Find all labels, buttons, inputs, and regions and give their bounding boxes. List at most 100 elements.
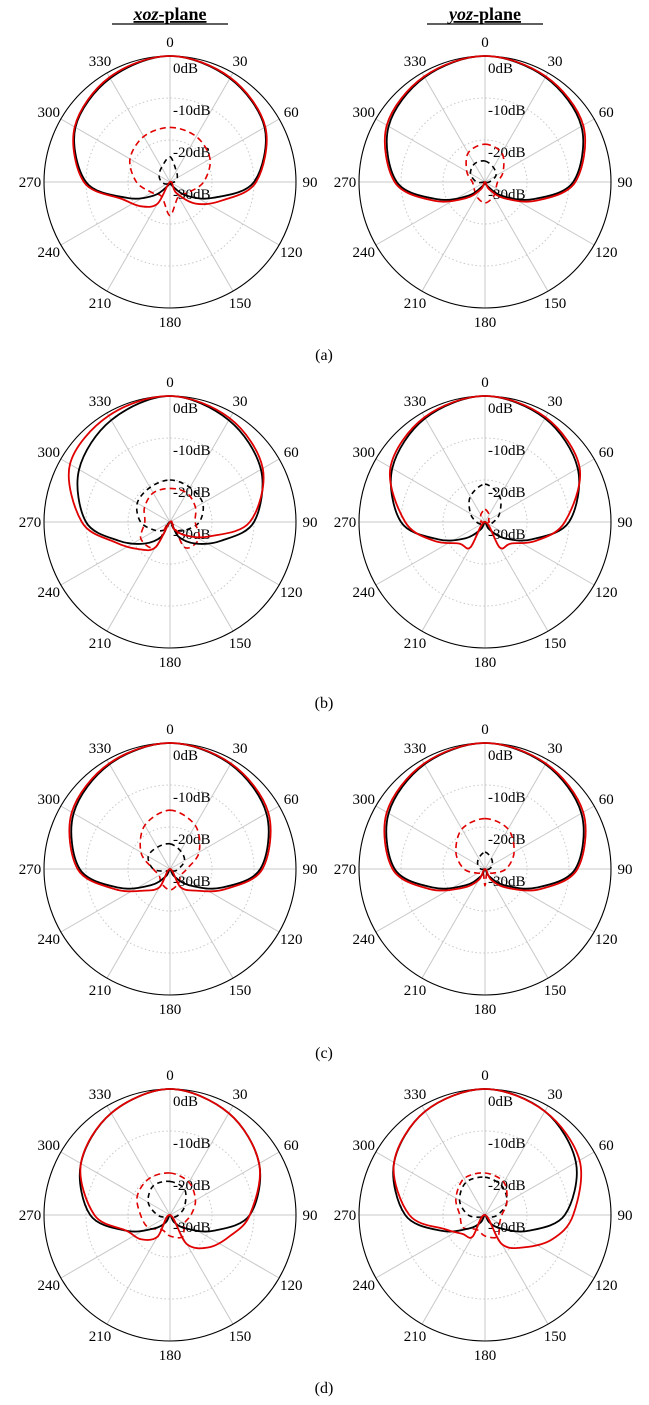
grid-spoke <box>484 521 595 586</box>
series-red-solid <box>383 742 587 892</box>
angle-tick-label: 0 <box>481 722 489 738</box>
grid-spoke <box>375 1151 486 1216</box>
grid-spoke <box>169 118 280 183</box>
grid-spoke <box>106 412 171 523</box>
ring-db-label: -20dB <box>173 1178 211 1194</box>
angle-tick-label: 240 <box>353 1278 376 1294</box>
ring-db-label: -10dB <box>173 1136 211 1152</box>
series-black-dashed <box>469 160 497 184</box>
angle-tick-label: 120 <box>280 1278 303 1294</box>
grid-spoke <box>484 868 549 979</box>
ring-db-label: -10dB <box>488 103 526 119</box>
angle-tick-label: 120 <box>280 585 303 601</box>
angle-tick-label: 120 <box>595 1278 618 1294</box>
angle-tick-label: 120 <box>280 245 303 261</box>
grid-spoke <box>375 458 486 523</box>
angle-tick-label: 330 <box>404 54 427 70</box>
angle-tick-label: 60 <box>284 445 299 461</box>
angle-tick-label: 0 <box>481 1068 489 1084</box>
angle-tick-label: 330 <box>89 741 112 757</box>
ring-db-label: -10dB <box>488 443 526 459</box>
grid-spoke <box>169 868 280 933</box>
angle-tick-label: 330 <box>404 1087 427 1103</box>
angle-tick-label: 330 <box>89 394 112 410</box>
angle-tick-label: 60 <box>284 792 299 808</box>
angle-tick-label: 270 <box>334 175 357 191</box>
angle-tick-label: 60 <box>599 1138 614 1154</box>
angle-tick-label: 150 <box>544 636 567 652</box>
angle-tick-label: 300 <box>353 792 376 808</box>
angle-tick-label: 120 <box>280 932 303 948</box>
column-title-yoz: yoz-plane <box>447 4 521 24</box>
angle-tick-label: 240 <box>353 932 376 948</box>
angle-tick-label: 240 <box>38 932 61 948</box>
angle-tick-label: 240 <box>38 1278 61 1294</box>
angle-tick-label: 240 <box>38 585 61 601</box>
angle-tick-label: 60 <box>284 1138 299 1154</box>
angle-tick-label: 0 <box>481 35 489 51</box>
series-red-dashed <box>455 817 515 887</box>
series-red-dashed <box>136 1172 197 1239</box>
angle-tick-label: 60 <box>599 105 614 121</box>
ring-db-label: -10dB <box>488 790 526 806</box>
ring-db-label: 0dB <box>173 748 198 764</box>
grid-spoke <box>169 1214 280 1279</box>
series-red-dashed <box>455 1172 508 1239</box>
series-red-solid <box>72 55 268 208</box>
angle-tick-label: 180 <box>159 1002 182 1018</box>
grid-spoke <box>60 805 171 870</box>
angle-tick-label: 180 <box>159 655 182 671</box>
angle-tick-label: 90 <box>618 1208 633 1224</box>
grid-spoke <box>484 181 549 292</box>
grid-spoke <box>484 412 549 523</box>
grid-spoke <box>375 868 486 933</box>
angle-tick-label: 90 <box>303 1208 318 1224</box>
angle-tick-label: 120 <box>595 585 618 601</box>
angle-tick-label: 30 <box>548 54 563 70</box>
ring-db-label: -30dB <box>173 527 211 543</box>
polar-plot-b-yoz: 0 30 60 90 120 150 180 210 240 270 300 330 0dB -10dB -… <box>334 375 633 671</box>
grid-spoke <box>484 868 595 933</box>
series-red-solid <box>68 742 272 893</box>
polar-plot-b-xoz: 0 30 60 90 120 150 180 210 240 270 300 330 0dB -10dB -… <box>19 375 318 671</box>
ring-db-label: -10dB <box>173 790 211 806</box>
angle-tick-label: 300 <box>38 792 61 808</box>
grid-spoke <box>484 72 549 183</box>
angle-tick-label: 330 <box>89 54 112 70</box>
grid-spoke <box>169 521 280 586</box>
ring-db-label: -30dB <box>488 874 526 890</box>
angle-tick-label: 150 <box>229 636 252 652</box>
grid-spoke <box>169 181 234 292</box>
ring-db-label: 0dB <box>173 61 198 77</box>
angle-tick-label: 90 <box>303 515 318 531</box>
polar-plot-c-xoz: 0 30 60 90 120 150 180 210 240 270 300 330 0dB -10dB -… <box>19 722 318 1018</box>
angle-tick-label: 60 <box>599 792 614 808</box>
ring-db-label: -10dB <box>173 103 211 119</box>
angle-tick-label: 270 <box>334 515 357 531</box>
ring-db-label: -20dB <box>173 145 211 161</box>
series-red-solid <box>392 1088 583 1250</box>
angle-tick-label: 60 <box>284 105 299 121</box>
ring-db-label: -20dB <box>173 485 211 501</box>
angle-tick-label: 180 <box>159 1348 182 1364</box>
angle-tick-label: 180 <box>159 315 182 331</box>
angle-tick-label: 210 <box>89 983 112 999</box>
angle-tick-label: 150 <box>229 983 252 999</box>
grid-spoke <box>60 118 171 183</box>
angle-tick-label: 270 <box>334 1208 357 1224</box>
subfigure-label: (c) <box>315 1045 333 1062</box>
ring-db-label: 0dB <box>488 748 513 764</box>
angle-tick-label: 270 <box>19 515 42 531</box>
ring-db-label: -10dB <box>173 443 211 459</box>
grid-spoke <box>484 458 595 523</box>
grid-spoke <box>484 118 595 183</box>
angle-tick-label: 180 <box>474 1348 497 1364</box>
grid-spoke <box>169 1105 234 1216</box>
ring-db-label: -20dB <box>488 485 526 501</box>
angle-tick-label: 270 <box>19 862 42 878</box>
ring-db-label: -30dB <box>173 874 211 890</box>
angle-tick-label: 150 <box>544 983 567 999</box>
polar-plot-a-yoz: 0 30 60 90 120 150 180 210 240 270 300 330 0dB -10dB -… <box>334 35 633 331</box>
angle-tick-label: 150 <box>229 296 252 312</box>
grid-spoke <box>60 181 171 246</box>
